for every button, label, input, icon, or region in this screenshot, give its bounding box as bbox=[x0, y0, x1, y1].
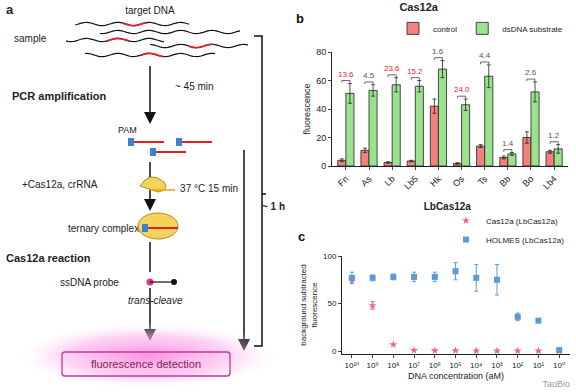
svg-text:10⁸: 10⁸ bbox=[387, 361, 399, 370]
svg-text:a: a bbox=[6, 2, 14, 17]
svg-text:0: 0 bbox=[332, 347, 337, 356]
svg-text:4.4: 4.4 bbox=[479, 51, 491, 60]
svg-text:target DNA: target DNA bbox=[125, 5, 175, 16]
svg-text:PCR amplification: PCR amplification bbox=[12, 90, 106, 102]
svg-text:10⁰: 10⁰ bbox=[553, 361, 565, 370]
svg-text:0: 0 bbox=[321, 161, 326, 171]
svg-text:PAM: PAM bbox=[118, 125, 137, 135]
svg-text:1.4: 1.4 bbox=[502, 139, 514, 148]
svg-text:10⁵: 10⁵ bbox=[449, 361, 461, 370]
svg-text:15.2: 15.2 bbox=[407, 67, 423, 76]
svg-text:b: b bbox=[296, 11, 304, 26]
svg-text:DNA concentration (aM): DNA concentration (aM) bbox=[408, 371, 504, 381]
svg-text:1.6: 1.6 bbox=[432, 47, 444, 56]
svg-text:40: 40 bbox=[316, 104, 326, 114]
svg-text:Cas12a reaction: Cas12a reaction bbox=[6, 252, 91, 264]
svg-text:Os: Os bbox=[451, 173, 467, 189]
svg-text:2.6: 2.6 bbox=[525, 68, 537, 77]
svg-text:23.6: 23.6 bbox=[384, 64, 400, 73]
svg-text:80: 80 bbox=[316, 47, 326, 57]
svg-text:24.0: 24.0 bbox=[454, 85, 470, 94]
svg-text:background subtractedfluoresce: background subtractedfluorescence bbox=[299, 264, 318, 345]
svg-text:sample: sample bbox=[14, 33, 47, 44]
svg-text:20: 20 bbox=[316, 133, 326, 143]
svg-text:Cas12a (LbCas12a): Cas12a (LbCas12a) bbox=[486, 217, 558, 226]
svg-text:~ 45 min: ~ 45 min bbox=[175, 81, 214, 92]
svg-text:10⁹: 10⁹ bbox=[366, 361, 378, 370]
svg-text:1.2: 1.2 bbox=[548, 131, 560, 140]
svg-text:Bo: Bo bbox=[521, 174, 536, 189]
svg-text:60: 60 bbox=[316, 76, 326, 86]
svg-text:c: c bbox=[298, 229, 305, 244]
svg-text:dsDNA substrate: dsDNA substrate bbox=[502, 25, 563, 34]
svg-text:trans-cleave: trans-cleave bbox=[128, 295, 183, 306]
svg-text:Hk: Hk bbox=[428, 173, 443, 188]
svg-text:+Cas12a, crRNA: +Cas12a, crRNA bbox=[22, 179, 98, 190]
svg-text:10⁴: 10⁴ bbox=[470, 361, 483, 370]
svg-text:ternary complex: ternary complex bbox=[68, 223, 139, 234]
svg-text:100: 100 bbox=[323, 252, 337, 261]
svg-text:Ts: Ts bbox=[476, 173, 490, 187]
svg-text:Cas12a: Cas12a bbox=[399, 1, 438, 13]
html-text:TaoBio: TaoBio bbox=[542, 379, 570, 389]
svg-text:37 °C 15 min: 37 °C 15 min bbox=[180, 183, 238, 194]
svg-text:Lb5: Lb5 bbox=[402, 174, 420, 192]
svg-text:LbCas12a: LbCas12a bbox=[424, 201, 472, 212]
svg-text:fluorescence detection: fluorescence detection bbox=[91, 358, 201, 370]
svg-text:4.5: 4.5 bbox=[363, 71, 375, 80]
svg-text:ssDNA probe: ssDNA probe bbox=[60, 277, 119, 288]
svg-text:13.6: 13.6 bbox=[338, 70, 354, 79]
svg-text:10¹: 10¹ bbox=[533, 361, 545, 370]
svg-text:10¹⁰: 10¹⁰ bbox=[344, 361, 359, 370]
svg-text:10⁷: 10⁷ bbox=[408, 361, 420, 370]
svg-text:Bb: Bb bbox=[498, 174, 513, 189]
svg-text:fluorescence: fluorescence bbox=[302, 83, 312, 134]
svg-text:HOLMES (LbCas12a): HOLMES (LbCas12a) bbox=[486, 236, 564, 245]
svg-text:Lb4: Lb4 bbox=[541, 174, 559, 192]
svg-text:10³: 10³ bbox=[491, 361, 503, 370]
svg-text:10²: 10² bbox=[512, 361, 524, 370]
svg-text:Lb: Lb bbox=[383, 174, 397, 188]
svg-text:As: As bbox=[359, 173, 374, 188]
svg-text:50: 50 bbox=[327, 299, 336, 308]
svg-text:control: control bbox=[433, 25, 457, 34]
svg-text:~ 1 h: ~ 1 h bbox=[262, 201, 285, 212]
svg-text:10⁶: 10⁶ bbox=[429, 361, 441, 370]
svg-text:Fn: Fn bbox=[336, 174, 351, 189]
